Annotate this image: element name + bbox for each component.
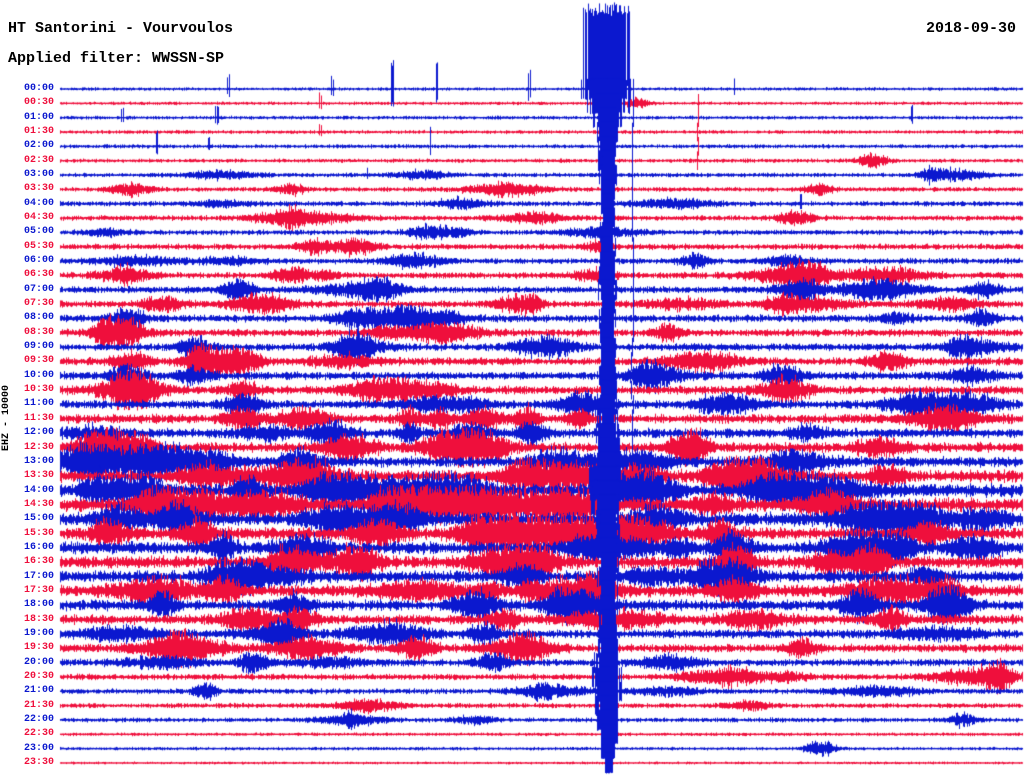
time-label: 09:00 <box>23 341 54 353</box>
time-label: 14:00 <box>23 484 54 496</box>
time-label: 06:00 <box>23 255 54 267</box>
time-label: 21:00 <box>23 685 54 697</box>
time-label: 20:00 <box>23 656 54 668</box>
time-label: 13:30 <box>23 470 54 482</box>
time-label: 19:30 <box>23 642 54 654</box>
filter-label: Applied filter: WWSSN-SP <box>8 50 225 67</box>
time-label: 05:00 <box>23 226 54 238</box>
time-label: 12:00 <box>23 427 54 439</box>
time-label: 07:30 <box>23 298 54 310</box>
time-label: 17:30 <box>23 584 54 596</box>
time-label: 20:30 <box>23 670 54 682</box>
time-label: 01:00 <box>23 111 54 123</box>
time-label: 22:30 <box>23 728 54 740</box>
station-title: HT Santorini - Vourvoulos <box>8 20 234 37</box>
time-label: 04:30 <box>23 212 54 224</box>
time-label: 10:00 <box>23 369 54 381</box>
time-label: 23:30 <box>23 756 54 768</box>
time-label: 10:30 <box>23 384 54 396</box>
time-label: 05:30 <box>23 240 54 252</box>
time-label: 08:30 <box>23 326 54 338</box>
time-label: 02:00 <box>23 140 54 152</box>
time-label: 18:30 <box>23 613 54 625</box>
time-label: 09:30 <box>23 355 54 367</box>
time-label: 03:30 <box>23 183 54 195</box>
time-label: 21:30 <box>23 699 54 711</box>
time-label: 11:30 <box>23 412 54 424</box>
time-label: 19:00 <box>23 627 54 639</box>
time-label: 23:00 <box>23 742 54 754</box>
date-label: 2018-09-30 <box>925 20 1016 37</box>
time-label: 02:30 <box>23 154 54 166</box>
time-label: 12:30 <box>23 441 54 453</box>
time-label: 00:30 <box>23 97 54 109</box>
time-label: 15:00 <box>23 513 54 525</box>
time-label: 17:00 <box>23 570 54 582</box>
time-label: 11:00 <box>23 398 54 410</box>
time-label: 22:00 <box>23 713 54 725</box>
time-label: 14:30 <box>23 498 54 510</box>
time-label: 16:00 <box>23 541 54 553</box>
time-label: 07:00 <box>23 283 54 295</box>
time-label: 15:30 <box>23 527 54 539</box>
time-label: 08:00 <box>23 312 54 324</box>
time-label: 18:00 <box>23 599 54 611</box>
time-label: 06:30 <box>23 269 54 281</box>
time-label: 16:30 <box>23 556 54 568</box>
time-label: 00:00 <box>23 83 54 94</box>
time-label: 03:00 <box>23 169 54 181</box>
time-label: 04:00 <box>23 197 54 209</box>
time-label: 01:30 <box>23 126 54 138</box>
time-label: 13:00 <box>23 455 54 467</box>
